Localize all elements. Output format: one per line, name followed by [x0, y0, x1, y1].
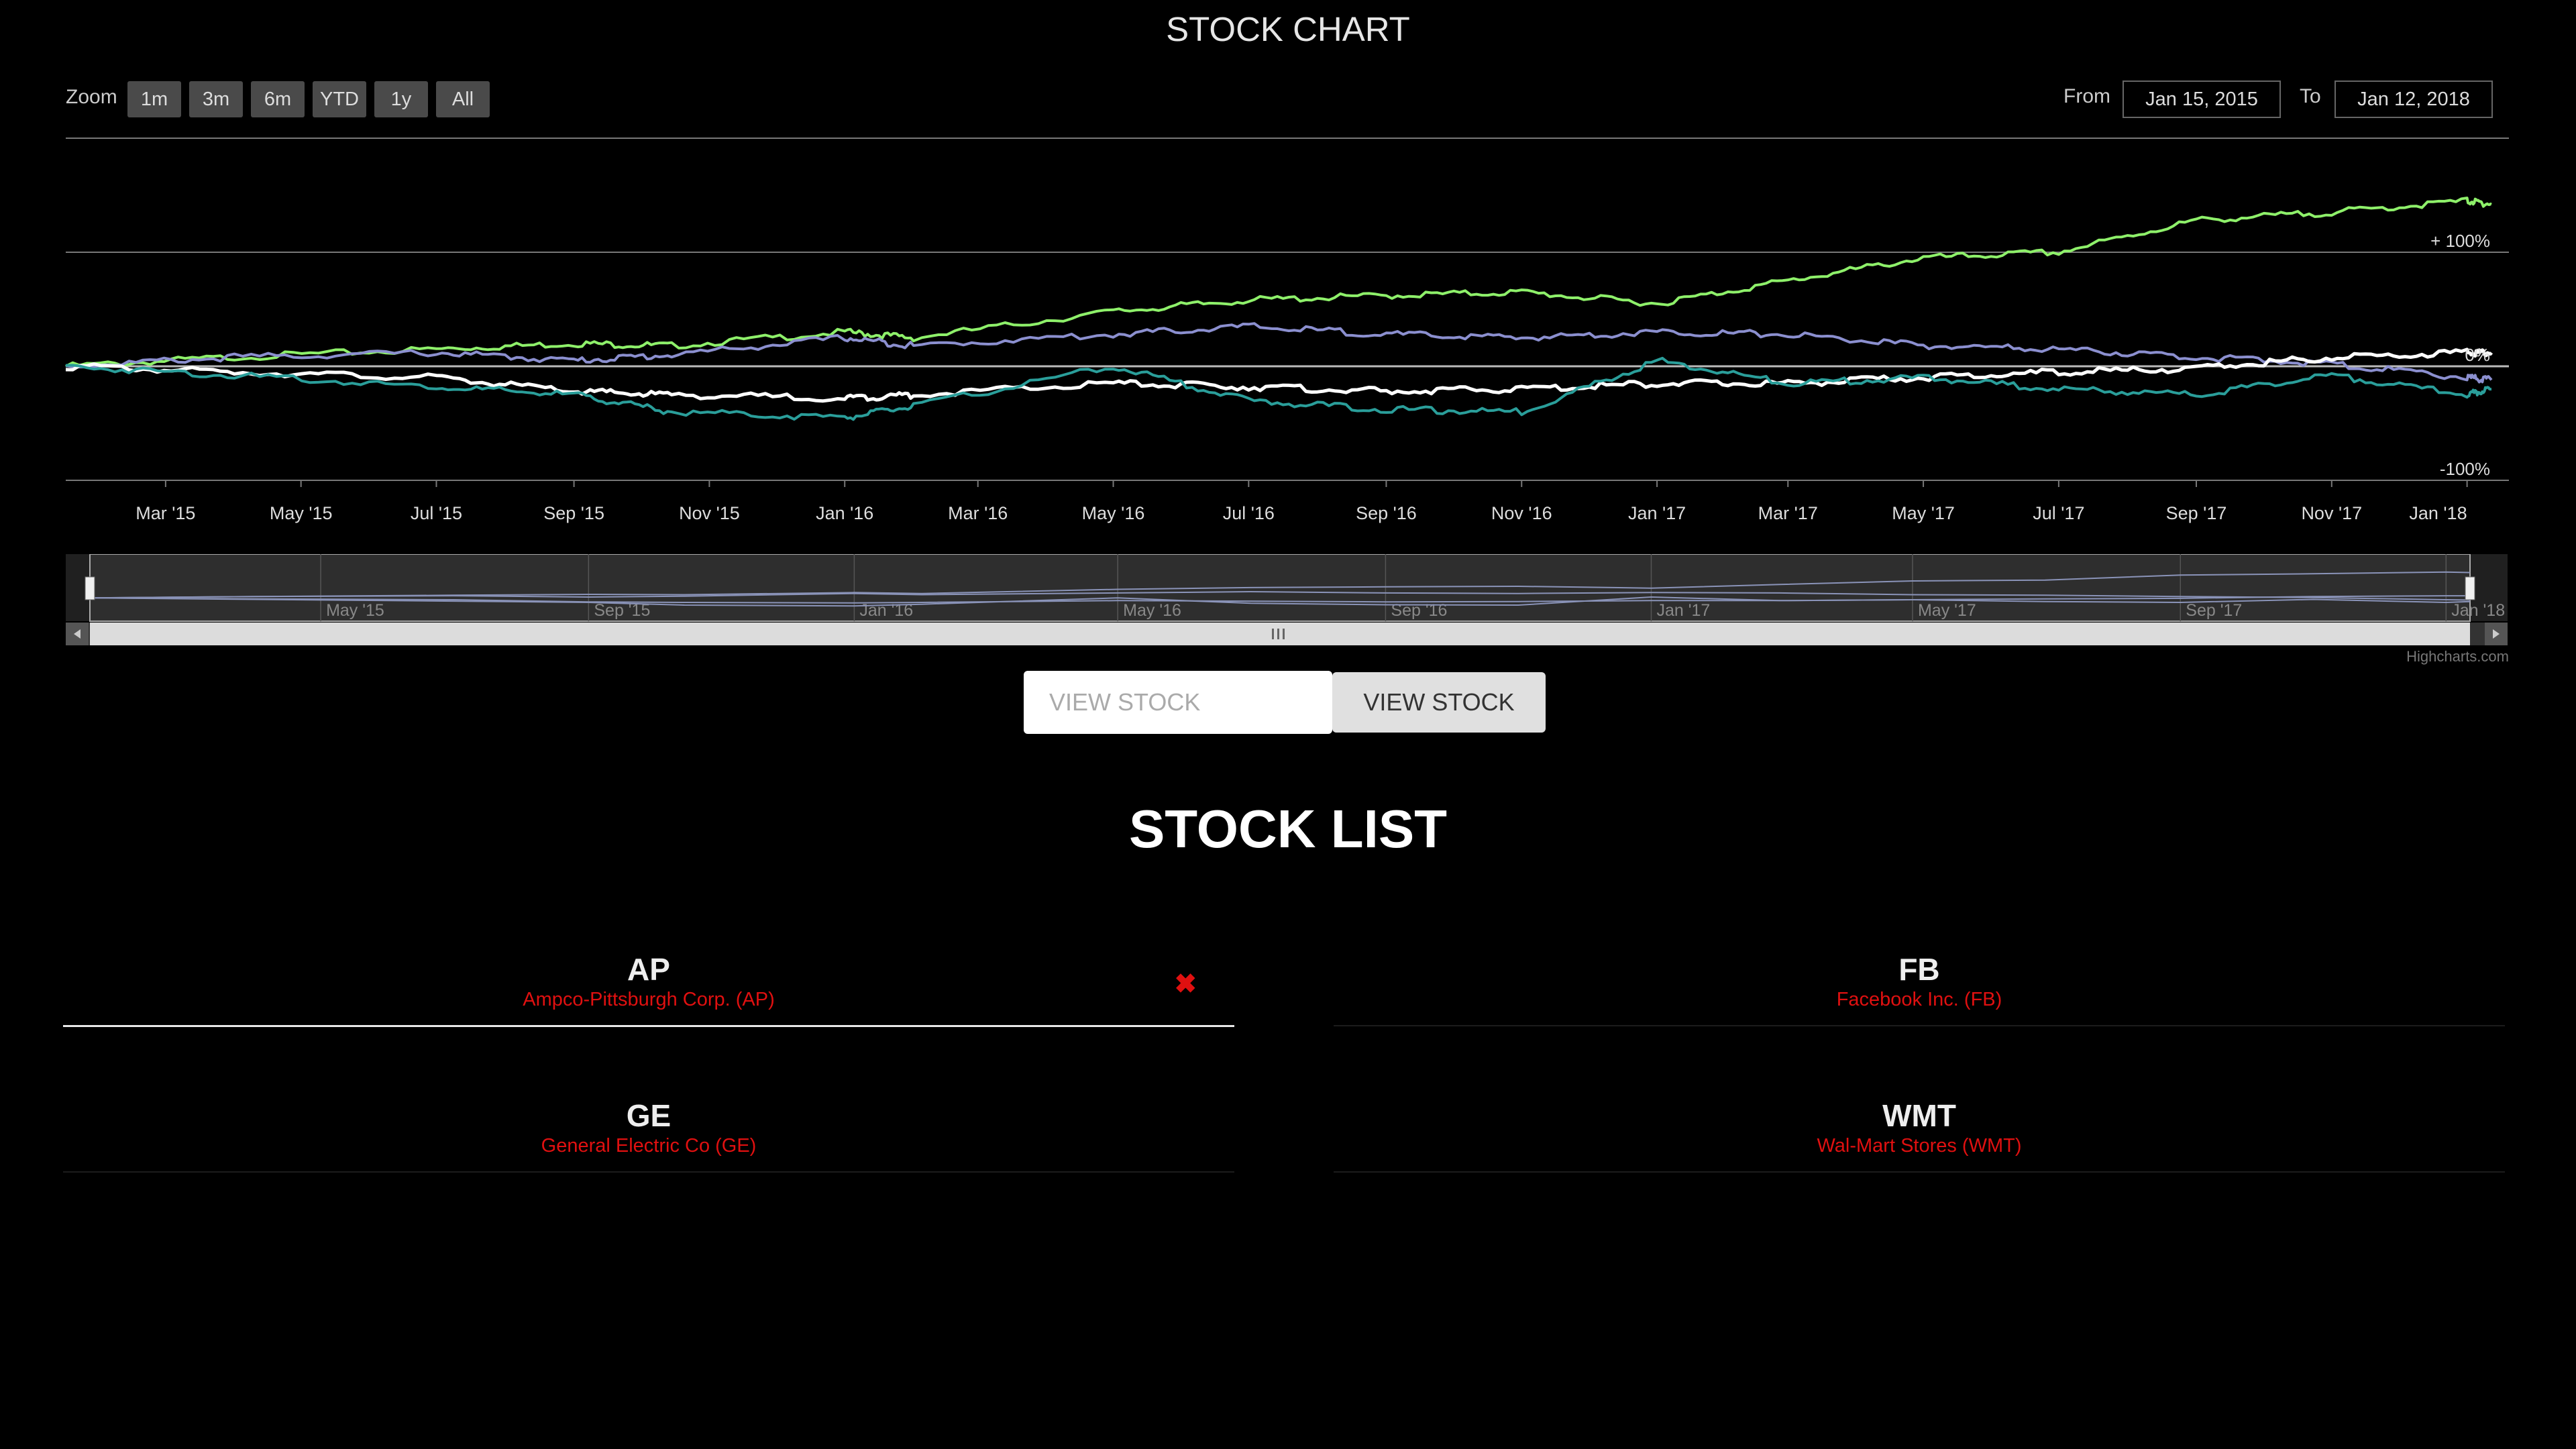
scroll-left-icon [74, 629, 80, 639]
stock-line-chart[interactable]: -100% 0% + 100% Mar '15 May '15 Jul '15 Sep '… [0, 127, 2576, 530]
x-tick-label: May '15 [270, 503, 333, 523]
series-line-4[interactable] [65, 356, 2492, 421]
navigator-tick-label: Jan '17 [1656, 601, 1710, 620]
stock-symbol: WMT [1882, 1098, 1956, 1133]
stock-list-title: STOCK LIST [1128, 799, 1448, 859]
to-label: To [2300, 85, 2321, 107]
x-tick-label: Jan '16 [816, 503, 873, 523]
stock-symbol: AP [627, 952, 670, 987]
zoom-1m-button[interactable]: 1m [127, 81, 181, 117]
stock-name: Facebook Inc. (FB) [1836, 989, 2002, 1010]
chart-navigator[interactable]: May '15 Sep '15 Jan '16 May '16 Sep '16 Jan '… [0, 554, 2576, 648]
from-date-input[interactable]: Jan 15, 2015 [2123, 80, 2281, 118]
x-tick-label: Jul '15 [411, 503, 462, 523]
navigator-left-handle[interactable] [85, 576, 95, 600]
chart-title: STOCK CHART [1166, 10, 1410, 48]
zoom-1y-button[interactable]: 1y [374, 81, 428, 117]
zoom-6m-button[interactable]: 6m [251, 81, 305, 117]
navigator-tick-label: Jan '18 [2451, 601, 2505, 620]
navigator-tick-label: May '17 [1918, 601, 1976, 620]
navigator-tick-label: May '16 [1123, 601, 1181, 620]
to-date-input[interactable]: Jan 12, 2018 [2334, 80, 2493, 118]
series-line-2[interactable] [65, 322, 2493, 384]
x-tick-label: Sep '15 [543, 503, 604, 523]
zoom-all-button[interactable]: All [436, 81, 490, 117]
zoom-3m-button[interactable]: 3m [189, 81, 243, 117]
x-tick-label: Mar '16 [948, 503, 1008, 523]
x-tick-label: Nov '15 [679, 503, 740, 523]
y-tick-label: 0% [2465, 345, 2490, 365]
from-label: From [2063, 85, 2110, 107]
scrollbar-grip-icon [1272, 629, 1285, 639]
x-tick-label: Jan '18 [2409, 503, 2467, 523]
navigator-series-4 [89, 596, 2471, 607]
view-stock-button[interactable]: VIEW STOCK [1332, 672, 1546, 733]
zoom-label: Zoom [66, 86, 117, 108]
navigator-tick-label: Sep '16 [1391, 601, 1447, 620]
x-tick-label: Nov '17 [2301, 503, 2362, 523]
stock-card-ge[interactable]: GE General Electric Co (GE) [63, 1097, 1234, 1191]
stock-symbol: FB [1898, 952, 1940, 987]
x-tick-label: Sep '17 [2166, 503, 2227, 523]
x-tick-label: May '17 [1892, 503, 1955, 523]
stock-card-fb[interactable]: FB Facebook Inc. (FB) [1334, 951, 2505, 1045]
navigator-tick-label: Sep '17 [2186, 601, 2242, 620]
stock-card-wmt[interactable]: WMT Wal-Mart Stores (WMT) [1334, 1097, 2505, 1191]
x-tick-label: Jan '17 [1628, 503, 1686, 523]
stock-name: Ampco-Pittsburgh Corp. (AP) [523, 989, 775, 1010]
x-tick-label: Sep '16 [1356, 503, 1417, 523]
x-tick-label: Mar '15 [136, 503, 195, 523]
x-tick-label: Mar '17 [1758, 503, 1818, 523]
chart-credit[interactable]: Highcharts.com [2406, 648, 2509, 665]
card-divider [1334, 1171, 2505, 1173]
x-tick-label: Nov '16 [1491, 503, 1552, 523]
navigator-right-handle[interactable] [2465, 576, 2475, 600]
navigator-series-2 [89, 590, 2471, 601]
navigator-tick-label: May '15 [326, 601, 384, 620]
y-tick-label: -100% [2440, 459, 2490, 479]
x-tick-label: Jul '16 [1223, 503, 1275, 523]
navigator-tick-label: Jan '16 [859, 601, 913, 620]
zoom-ytd-button[interactable]: YTD [313, 81, 366, 117]
scrollbar-thumb[interactable] [90, 623, 2470, 645]
remove-stock-icon[interactable]: ✖ [1174, 969, 1197, 999]
card-divider [63, 1025, 1234, 1027]
stock-name: General Electric Co (GE) [541, 1135, 757, 1157]
x-tick-label: Jul '17 [2033, 503, 2084, 523]
y-tick-label: + 100% [2430, 231, 2490, 251]
card-divider [1334, 1025, 2505, 1026]
stock-symbol: GE [626, 1098, 672, 1133]
stock-name: Wal-Mart Stores (WMT) [1817, 1135, 2022, 1157]
navigator-series-1 [89, 571, 2471, 599]
series-line-1[interactable] [65, 197, 2492, 368]
x-tick-label: May '16 [1082, 503, 1145, 523]
stock-search-input[interactable] [1024, 671, 1332, 734]
stock-card-ap[interactable]: AP Ampco-Pittsburgh Corp. (AP) ✖ [63, 951, 1234, 1045]
scroll-right-icon [2493, 629, 2500, 639]
card-divider [63, 1171, 1234, 1173]
